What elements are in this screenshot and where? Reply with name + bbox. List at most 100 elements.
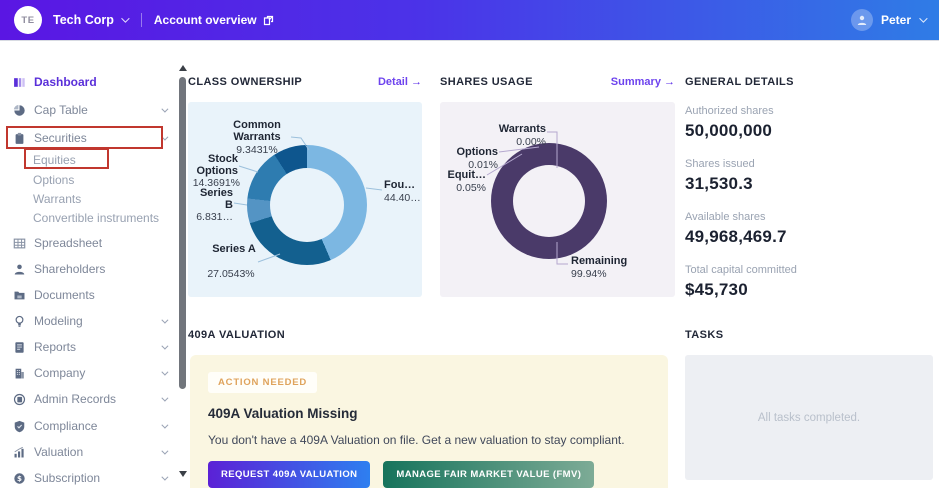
manage-fmv-button[interactable]: MANAGE FAIR MARKET VALUE (FMV) xyxy=(383,461,595,488)
sidebar-item-equities[interactable]: Equities xyxy=(0,150,178,170)
tasks-empty-message: All tasks completed. xyxy=(757,411,861,424)
class-ownership-donut[interactable] xyxy=(247,145,367,265)
company-icon xyxy=(15,368,24,378)
chevron-down-icon[interactable] xyxy=(161,368,169,376)
valuation-missing-heading: 409A Valuation Missing xyxy=(208,406,358,421)
slice-label-equity: Equit… xyxy=(447,169,487,181)
compliance-shield-icon xyxy=(14,420,25,432)
donut-hole xyxy=(513,165,585,237)
vertical-scrollbar xyxy=(178,41,189,488)
valuation-409a-card: ACTION NEEDED 409A Valuation Missing You… xyxy=(190,355,668,488)
field-label: Shares issued xyxy=(685,158,755,170)
shares-usage-chart-card: Warrants 0.00% Options 0.01% Equit… 0.05… xyxy=(440,102,675,297)
sidebar-item-label: Shareholders xyxy=(34,262,106,276)
slice-label-common-warrants: Common Warrants xyxy=(233,119,281,143)
chevron-down-icon[interactable] xyxy=(161,394,169,402)
sidebar: Dashboard Cap Table Securities Equities … xyxy=(0,41,178,488)
sidebar-item-company[interactable]: Company xyxy=(0,363,178,383)
sidebar-item-options[interactable]: Options xyxy=(0,170,178,190)
sidebar-item-subscription[interactable]: $ Subscription xyxy=(0,468,178,488)
documents-icon xyxy=(14,291,25,299)
company-switcher[interactable]: Tech Corp xyxy=(53,13,114,27)
field-label: Available shares xyxy=(685,211,766,223)
securities-icon xyxy=(15,132,24,144)
slice-label-options: Options xyxy=(456,146,498,158)
top-navbar: TE Tech Corp Account overview Peter xyxy=(0,0,939,41)
chevron-down-icon[interactable] xyxy=(919,14,928,23)
slice-label-series-a: Series A xyxy=(212,243,256,255)
sidebar-item-warrants[interactable]: Warrants xyxy=(0,189,178,209)
slice-pct-equity: 0.05% xyxy=(456,182,486,194)
sidebar-item-dashboard[interactable]: Dashboard xyxy=(0,72,178,92)
valuation-chart-icon xyxy=(14,446,24,457)
slice-label-stock-options: Stock Options xyxy=(196,153,238,177)
chevron-down-icon[interactable] xyxy=(161,421,169,429)
admin-records-icon xyxy=(13,393,26,405)
general-details-title: GENERAL DETAILS xyxy=(685,76,794,88)
sidebar-item-admin-records[interactable]: Admin Records xyxy=(0,389,178,409)
valuation-missing-description: You don't have a 409A Valuation on file.… xyxy=(208,433,625,447)
slice-label-founders: Fou… xyxy=(384,179,416,191)
modeling-icon xyxy=(15,315,24,327)
field-label: Authorized shares xyxy=(685,105,774,117)
chevron-down-icon[interactable] xyxy=(121,14,130,23)
navbar-divider xyxy=(140,13,142,27)
chevron-down-icon[interactable] xyxy=(161,105,169,113)
sidebar-item-reports[interactable]: Reports xyxy=(0,337,178,357)
scrollbar-thumb[interactable] xyxy=(179,77,186,389)
field-value: 50,000,000 xyxy=(685,121,773,140)
sidebar-item-cap-table[interactable]: Cap Table xyxy=(0,100,178,120)
sidebar-item-label: Compliance xyxy=(34,419,98,433)
arrow-right-icon: → xyxy=(411,76,422,88)
scroll-down-arrow[interactable] xyxy=(179,471,187,477)
sidebar-item-shareholders[interactable]: Shareholders xyxy=(0,259,178,279)
slice-pct-options: 0.01% xyxy=(468,159,498,171)
chevron-down-icon[interactable] xyxy=(161,447,169,455)
field-value: 49,968,469.7 xyxy=(685,227,787,246)
field-authorized-shares: Authorized shares 50,000,000 xyxy=(685,105,935,141)
external-link-icon[interactable] xyxy=(263,15,274,26)
sidebar-item-label: Equities xyxy=(33,153,76,167)
sidebar-item-securities[interactable]: Securities xyxy=(0,128,178,148)
slice-pct-stock-options: 14.3691% xyxy=(192,177,240,189)
user-menu[interactable]: Peter xyxy=(850,9,928,31)
account-overview-link[interactable]: Account overview xyxy=(153,13,257,27)
sidebar-item-convertible-instruments[interactable]: Convertible instruments xyxy=(0,208,178,228)
sidebar-item-modeling[interactable]: Modeling xyxy=(0,311,178,331)
dashboard-icon xyxy=(14,77,25,87)
reports-icon xyxy=(15,341,24,353)
sidebar-item-compliance[interactable]: Compliance xyxy=(0,416,178,436)
class-ownership-detail-link[interactable]: Detail → xyxy=(378,76,422,88)
arrow-right-icon: → xyxy=(664,76,675,88)
valuation-409a-title: 409A VALUATION xyxy=(188,329,286,341)
chevron-down-icon[interactable] xyxy=(161,133,169,141)
slice-label-warrants: Warrants xyxy=(498,123,546,135)
sidebar-item-valuation[interactable]: Valuation xyxy=(0,442,178,462)
slice-pct-common-warrants: 9.3431% xyxy=(236,144,278,156)
company-logo[interactable]: TE xyxy=(14,6,42,34)
request-409a-valuation-button[interactable]: REQUEST 409A VALUATION xyxy=(208,461,371,488)
slice-label-series-b: Series B xyxy=(199,187,233,211)
shareholders-icon xyxy=(14,264,25,274)
shares-usage-summary-link[interactable]: Summary → xyxy=(611,76,675,88)
action-needed-badge: ACTION NEEDED xyxy=(208,372,318,393)
chevron-down-icon[interactable] xyxy=(161,316,169,324)
sidebar-item-spreadsheet[interactable]: Spreadsheet xyxy=(0,233,178,253)
sidebar-item-label: Spreadsheet xyxy=(34,236,103,250)
sidebar-item-documents[interactable]: Documents xyxy=(0,285,178,305)
chevron-down-icon[interactable] xyxy=(161,342,169,350)
sidebar-item-label: Subscription xyxy=(34,471,101,485)
field-value: 31,530.3 xyxy=(685,174,753,193)
sidebar-item-label: Options xyxy=(33,173,75,187)
field-available-shares: Available shares 49,968,469.7 xyxy=(685,211,935,247)
shares-usage-donut[interactable] xyxy=(491,143,607,259)
sidebar-item-label: Convertible instruments xyxy=(33,211,160,225)
tasks-card: All tasks completed. xyxy=(685,355,933,480)
chevron-down-icon[interactable] xyxy=(161,473,169,481)
user-name: Peter xyxy=(880,13,911,27)
spreadsheet-icon xyxy=(13,238,26,248)
scroll-up-arrow[interactable] xyxy=(179,65,187,71)
class-ownership-chart-card: Common Warrants 9.3431% Stock Options 14… xyxy=(188,102,422,297)
sidebar-item-label: Dashboard xyxy=(34,75,97,89)
sidebar-item-label: Admin Records xyxy=(34,392,117,406)
